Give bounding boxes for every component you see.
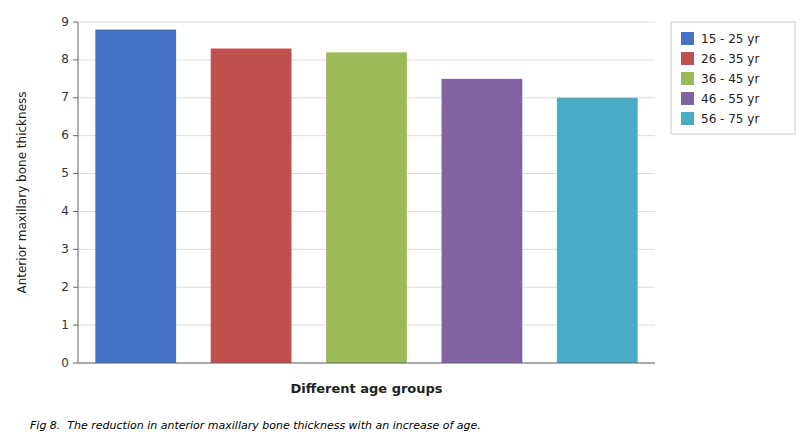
y-axis-label: Anterior maxillary bone thickness	[15, 91, 29, 293]
bar	[95, 30, 176, 363]
legend-label: 46 - 55 yr	[701, 92, 759, 106]
bar	[211, 49, 292, 363]
y-tick-label: 0	[61, 356, 69, 370]
y-tick-label: 2	[61, 280, 69, 294]
y-axis: 0 1 2 3 4 5 6 7 8 9	[61, 15, 78, 370]
y-tick-label: 7	[61, 90, 69, 104]
legend-swatch	[681, 92, 694, 105]
y-tick	[73, 135, 78, 136]
y-tick-label: 3	[61, 242, 69, 256]
y-tick	[73, 287, 78, 288]
x-axis-line	[78, 363, 655, 364]
y-tick	[73, 325, 78, 326]
y-tick	[73, 363, 78, 364]
legend-swatch	[681, 52, 694, 65]
legend-frame	[671, 22, 795, 134]
bar	[442, 79, 523, 363]
chart-svg: 0 1 2 3 4 5 6 7 8 9 Anterior maxillary bone thickn…	[0, 0, 805, 443]
y-tick	[73, 173, 78, 174]
bar	[326, 52, 407, 363]
legend-swatch	[681, 32, 694, 45]
y-tick-label: 5	[61, 166, 69, 180]
legend-label: 56 - 75 yr	[701, 112, 759, 126]
y-tick-label: 1	[61, 318, 69, 332]
legend-label: 15 - 25 yr	[701, 32, 759, 46]
x-axis-label: Different age groups	[290, 381, 442, 396]
bars	[95, 30, 637, 363]
y-axis-line	[78, 22, 79, 363]
legend: 15 - 25 yr 26 - 35 yr 36 - 45 yr 46 - 55 yr…	[671, 22, 795, 134]
legend-swatch	[681, 112, 694, 125]
y-tick	[73, 211, 78, 212]
y-tick	[73, 97, 78, 98]
grid	[78, 22, 655, 363]
y-tick-label: 6	[61, 128, 69, 142]
y-tick-label: 4	[61, 204, 69, 218]
y-tick	[73, 22, 78, 23]
y-tick-label: 9	[61, 15, 69, 29]
y-tick-label: 8	[61, 52, 69, 66]
y-tick	[73, 59, 78, 60]
legend-swatch	[681, 72, 694, 85]
caption: Fig 8. The reduction in anterior maxilla…	[30, 419, 481, 432]
bar	[557, 98, 638, 363]
grid-line	[78, 363, 655, 364]
chart-container: 0 1 2 3 4 5 6 7 8 9 Anterior maxillary bone thickn…	[0, 0, 805, 443]
legend-label: 36 - 45 yr	[701, 72, 759, 86]
legend-label: 26 - 35 yr	[701, 52, 759, 66]
grid-line	[78, 22, 655, 23]
y-tick	[73, 249, 78, 250]
